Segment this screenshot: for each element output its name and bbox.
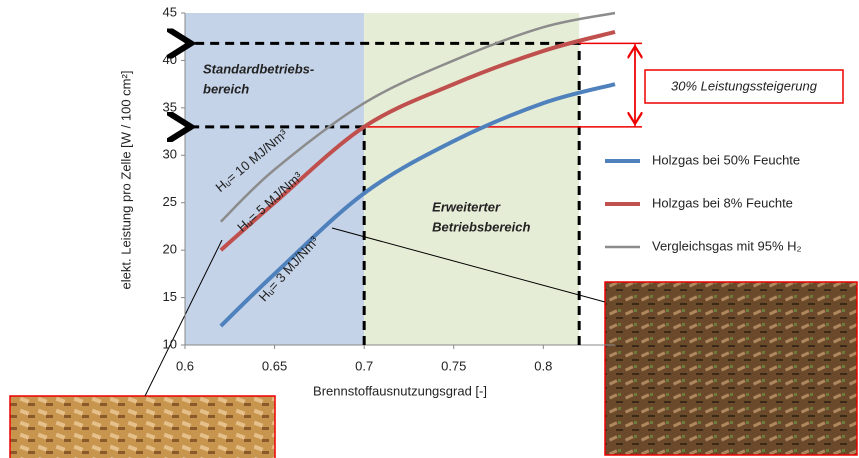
pointer-line: [331, 227, 606, 303]
series-line: [219, 11, 616, 223]
x-tick-label: 0.7: [355, 358, 373, 373]
series-line: [219, 82, 616, 328]
y-tick-label: 25: [163, 194, 177, 209]
region: [185, 13, 365, 345]
region-label: bereich: [203, 81, 249, 96]
photo-wood-chips-dry: [9, 395, 276, 458]
region-label: Erweiterter: [432, 199, 501, 214]
x-tick-label: 0.6: [176, 358, 194, 373]
legend-label: Holzgas bei 50% Feuchte: [652, 152, 800, 167]
y-tick-label: 30: [163, 147, 177, 162]
x-tick-label: 0.8: [534, 358, 552, 373]
y-tick-label: 35: [163, 99, 177, 114]
legend-label: Vergleichsgas mit 95% H₂: [652, 238, 802, 253]
region-label: Betriebsbereich: [432, 219, 530, 234]
y-tick-label: 45: [163, 4, 177, 19]
x-tick-label: 0.65: [262, 358, 287, 373]
series-line: [219, 30, 616, 252]
legend-label: Holzgas bei 8% Feuchte: [652, 195, 793, 210]
y-tick-label: 20: [163, 242, 177, 257]
y-tick-label: 10: [163, 336, 177, 351]
x-tick-label: 0.75: [441, 358, 466, 373]
y-axis-label: elekt. Leistung pro Zelle [W / 100 cm²]: [118, 71, 133, 290]
photo-wood-chips-wet: [604, 281, 858, 456]
annotation-box: [644, 69, 844, 104]
x-axis-label: Brennstoffausnutzungsgrad [-]: [313, 383, 487, 398]
region-label: Standardbetriebs-: [203, 61, 314, 76]
region: [364, 13, 580, 345]
annotation: 30% Leistungssteigerung: [671, 78, 818, 93]
y-tick-label: 40: [163, 52, 177, 67]
pointer-line: [144, 239, 223, 397]
y-tick-label: 15: [163, 289, 177, 304]
